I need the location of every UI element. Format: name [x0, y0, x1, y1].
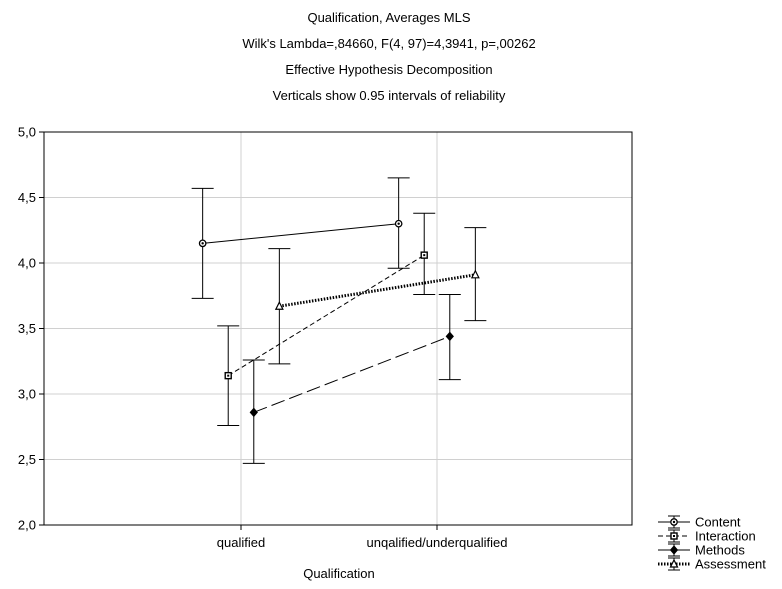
y-axis: 2,0 2,5 3,0 3,5 4,0 4,5 5,0 [18, 125, 44, 533]
gridlines [44, 132, 632, 525]
series-line-content [202, 223, 399, 244]
y-tick-label: 4,0 [18, 256, 36, 271]
series-line-methods [253, 335, 450, 413]
legend-marker [669, 545, 679, 555]
legend-label: Content [695, 515, 741, 530]
series-line-interaction [227, 254, 425, 377]
title-line-1: Qualification, Averages MLS [307, 10, 470, 25]
legend-marker [669, 558, 679, 568]
x-tick-label: unqalified/underqualified [367, 535, 508, 550]
legend-item-interaction: Interaction [658, 529, 756, 544]
series-content [191, 177, 410, 299]
y-tick-label: 2,0 [18, 518, 36, 533]
data-point [445, 331, 454, 342]
data-point [470, 269, 480, 279]
y-tick-label: 3,5 [18, 321, 36, 336]
title-line-2: Wilk's Lambda=,84660, F(4, 97)=4,3941, p… [242, 36, 535, 51]
series-interaction [217, 212, 436, 426]
y-tick-label: 4,5 [18, 190, 36, 205]
legend-label: Interaction [695, 529, 756, 544]
x-axis: qualified unqalified/underqualified [217, 525, 508, 550]
legend-marker-center [672, 520, 676, 524]
chart-title: Qualification, Averages MLS Wilk's Lambda… [242, 10, 535, 103]
series-assessment [268, 227, 487, 365]
legend-marker-center [673, 535, 675, 537]
series [191, 177, 487, 464]
y-tick-label: 5,0 [18, 125, 36, 140]
data-point-center [227, 374, 230, 377]
data-point-center [201, 242, 204, 245]
data-point-center [397, 222, 400, 225]
x-tick-label: qualified [217, 535, 265, 550]
legend-item-methods: Methods [658, 543, 745, 558]
legend-label: Methods [695, 543, 745, 558]
legend-label: Assessment [695, 557, 766, 572]
data-point [274, 300, 284, 310]
data-point-center [423, 254, 426, 257]
legend-item-content: Content [658, 515, 741, 530]
y-tick-label: 2,5 [18, 452, 36, 467]
title-line-4: Verticals show 0.95 intervals of reliabi… [273, 88, 506, 103]
y-tick-label: 3,0 [18, 387, 36, 402]
x-axis-label: Qualification [303, 566, 375, 581]
legend-item-assessment: Assessment [658, 557, 766, 572]
data-point [249, 407, 258, 418]
series-line-assessment [279, 273, 476, 308]
series-methods [242, 293, 461, 464]
title-line-3: Effective Hypothesis Decomposition [285, 62, 492, 77]
